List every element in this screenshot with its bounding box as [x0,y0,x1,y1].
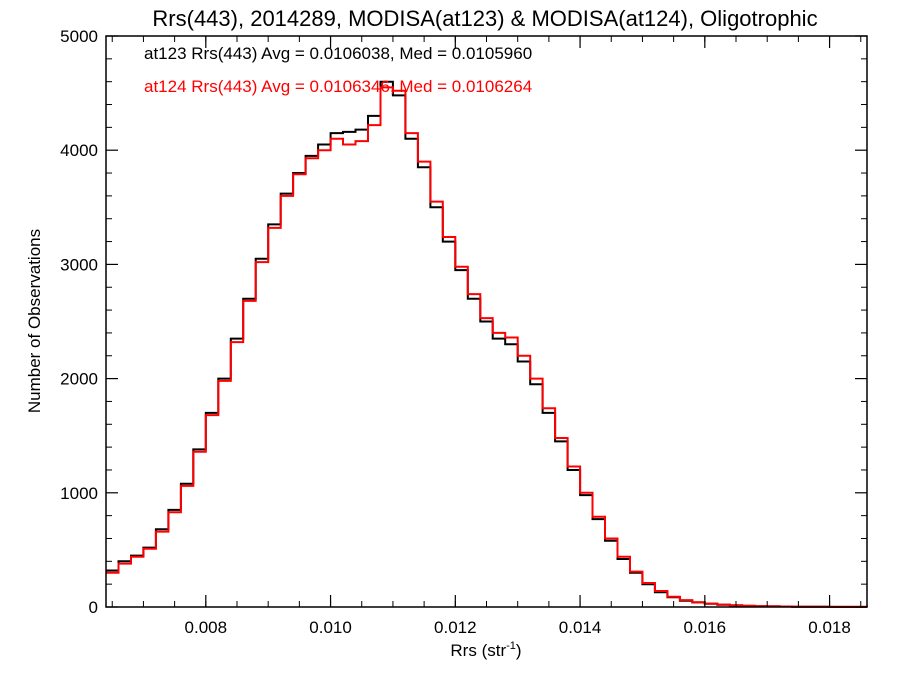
y-axis: 0 1000 2000 3000 4000 5000 [60,27,867,617]
series-line-at124 [106,86,868,608]
x-tick-label: 0.018 [808,618,851,637]
annotation-at124: at124 Rrs(443) Avg = 0.0106346, Med = 0.… [144,77,532,96]
y-tick-label: 1000 [60,484,98,503]
y-tick-label: 0 [89,598,98,617]
series-layer [106,80,868,608]
x-tick-label: 0.014 [559,618,602,637]
chart-title: Rrs(443), 2014289, MODISA(at123) & MODIS… [152,6,817,31]
x-axis: 0.008 0.010 0.012 0.014 0.016 0.018 [111,36,862,637]
x-tick-label: 0.010 [309,618,352,637]
y-tick-label: 3000 [60,255,98,274]
x-tick-label: 0.016 [684,618,727,637]
x-tick-label: 0.012 [434,618,477,637]
x-tick-label: 0.008 [185,618,228,637]
y-tick-label: 5000 [60,27,98,46]
y-axis-title: Number of Observations [25,229,44,413]
y-tick-label: 2000 [60,370,98,389]
annotation-at123: at123 Rrs(443) Avg = 0.0106038, Med = 0.… [144,44,532,63]
x-axis-title: Rrs (str-1) [450,640,521,660]
y-tick-label: 4000 [60,141,98,160]
series-line-at123 [106,80,868,608]
